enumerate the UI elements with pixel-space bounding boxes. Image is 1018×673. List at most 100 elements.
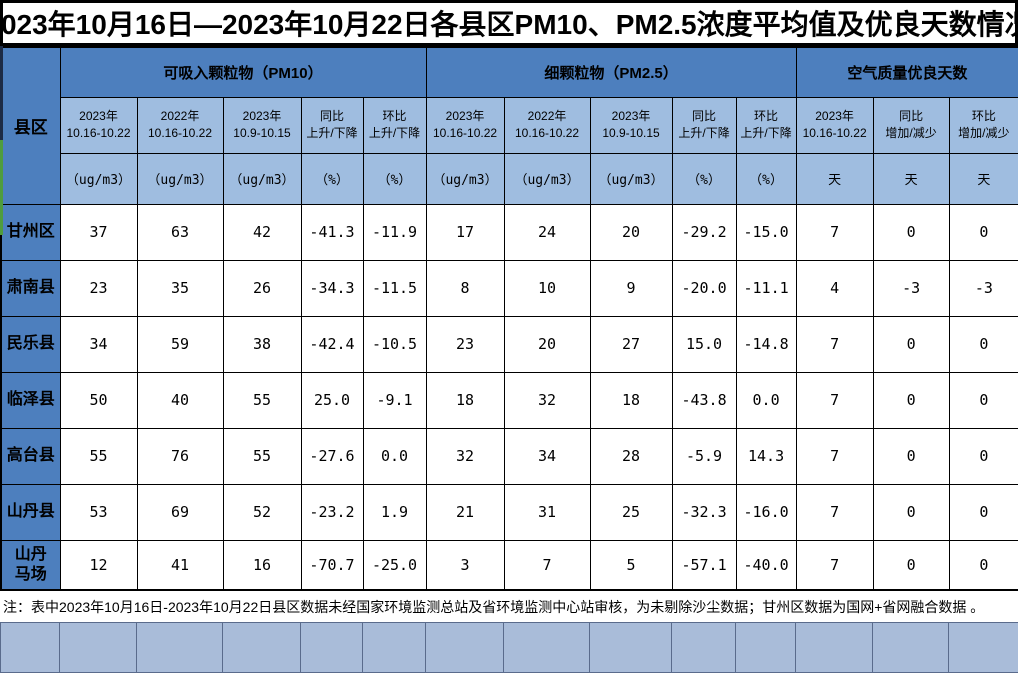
data-cell[interactable]: 5 bbox=[590, 540, 672, 590]
data-cell[interactable]: -11.9 bbox=[363, 204, 426, 260]
data-cell[interactable]: 23 bbox=[60, 260, 137, 316]
data-cell[interactable]: -16.0 bbox=[736, 484, 796, 540]
data-cell[interactable]: -23.2 bbox=[301, 484, 363, 540]
data-cell[interactable]: 18 bbox=[426, 372, 504, 428]
data-cell[interactable]: -11.5 bbox=[363, 260, 426, 316]
data-cell[interactable]: 9 bbox=[590, 260, 672, 316]
county-name[interactable]: 临泽县 bbox=[1, 372, 60, 428]
data-cell[interactable]: 55 bbox=[223, 428, 301, 484]
data-cell[interactable]: 7 bbox=[796, 428, 873, 484]
county-name[interactable]: 山丹县 bbox=[1, 484, 60, 540]
data-cell[interactable]: 53 bbox=[60, 484, 137, 540]
data-cell[interactable]: -32.3 bbox=[672, 484, 736, 540]
data-cell[interactable]: 7 bbox=[796, 484, 873, 540]
county-name[interactable]: 高台县 bbox=[1, 428, 60, 484]
data-cell[interactable]: 27 bbox=[590, 316, 672, 372]
data-cell[interactable]: -3 bbox=[949, 260, 1018, 316]
data-cell[interactable]: 25.0 bbox=[301, 372, 363, 428]
data-cell[interactable]: 0 bbox=[949, 484, 1018, 540]
data-cell[interactable]: -10.5 bbox=[363, 316, 426, 372]
data-cell[interactable]: -29.2 bbox=[672, 204, 736, 260]
data-cell[interactable]: 20 bbox=[590, 204, 672, 260]
data-cell[interactable]: -3 bbox=[873, 260, 949, 316]
data-cell[interactable]: 7 bbox=[796, 540, 873, 590]
data-cell[interactable]: 28 bbox=[590, 428, 672, 484]
data-cell[interactable]: -41.3 bbox=[301, 204, 363, 260]
data-cell[interactable]: 25 bbox=[590, 484, 672, 540]
data-cell[interactable]: -43.8 bbox=[672, 372, 736, 428]
data-cell[interactable]: 7 bbox=[796, 204, 873, 260]
data-cell[interactable]: 7 bbox=[796, 316, 873, 372]
data-cell[interactable]: -20.0 bbox=[672, 260, 736, 316]
data-cell[interactable]: 24 bbox=[504, 204, 590, 260]
data-cell[interactable]: 0 bbox=[873, 540, 949, 590]
data-cell[interactable]: 0 bbox=[949, 540, 1018, 590]
data-cell[interactable]: -40.0 bbox=[736, 540, 796, 590]
data-cell[interactable]: 14.3 bbox=[736, 428, 796, 484]
data-cell[interactable]: 15.0 bbox=[672, 316, 736, 372]
data-cell[interactable]: -5.9 bbox=[672, 428, 736, 484]
data-cell[interactable]: 26 bbox=[223, 260, 301, 316]
data-cell[interactable]: 55 bbox=[60, 428, 137, 484]
data-cell[interactable]: 52 bbox=[223, 484, 301, 540]
data-cell[interactable]: 0 bbox=[949, 428, 1018, 484]
data-cell[interactable]: 69 bbox=[137, 484, 223, 540]
data-cell[interactable]: 63 bbox=[137, 204, 223, 260]
county-name[interactable]: 民乐县 bbox=[1, 316, 60, 372]
data-cell[interactable]: 12 bbox=[60, 540, 137, 590]
data-cell[interactable]: 8 bbox=[426, 260, 504, 316]
data-cell[interactable]: 0.0 bbox=[363, 428, 426, 484]
data-cell[interactable]: 20 bbox=[504, 316, 590, 372]
data-cell[interactable]: 35 bbox=[137, 260, 223, 316]
data-cell[interactable]: 16 bbox=[223, 540, 301, 590]
data-cell[interactable]: 17 bbox=[426, 204, 504, 260]
data-cell[interactable]: 32 bbox=[504, 372, 590, 428]
data-cell[interactable]: 34 bbox=[504, 428, 590, 484]
data-cell[interactable]: -27.6 bbox=[301, 428, 363, 484]
data-cell[interactable]: -9.1 bbox=[363, 372, 426, 428]
data-cell[interactable]: 55 bbox=[223, 372, 301, 428]
data-cell[interactable]: 4 bbox=[796, 260, 873, 316]
data-cell[interactable]: -25.0 bbox=[363, 540, 426, 590]
data-cell[interactable]: -42.4 bbox=[301, 316, 363, 372]
data-cell[interactable]: 32 bbox=[426, 428, 504, 484]
data-cell[interactable]: 0 bbox=[873, 316, 949, 372]
data-cell[interactable]: 1.9 bbox=[363, 484, 426, 540]
data-cell[interactable]: -15.0 bbox=[736, 204, 796, 260]
data-cell[interactable]: 38 bbox=[223, 316, 301, 372]
county-name[interactable]: 山丹 马场 bbox=[1, 540, 60, 590]
data-cell[interactable]: 23 bbox=[426, 316, 504, 372]
data-cell[interactable]: 18 bbox=[590, 372, 672, 428]
data-cell[interactable]: 10 bbox=[504, 260, 590, 316]
data-cell[interactable]: 0 bbox=[949, 316, 1018, 372]
data-cell[interactable]: 31 bbox=[504, 484, 590, 540]
data-cell[interactable]: -11.1 bbox=[736, 260, 796, 316]
data-cell[interactable]: 37 bbox=[60, 204, 137, 260]
data-cell[interactable]: 0 bbox=[873, 484, 949, 540]
data-cell[interactable]: 0.0 bbox=[736, 372, 796, 428]
data-cell[interactable]: 7 bbox=[796, 372, 873, 428]
data-cell[interactable]: -70.7 bbox=[301, 540, 363, 590]
data-cell[interactable]: 76 bbox=[137, 428, 223, 484]
county-name[interactable]: 甘州区 bbox=[1, 204, 60, 260]
data-cell[interactable]: 50 bbox=[60, 372, 137, 428]
data-cell[interactable]: 41 bbox=[137, 540, 223, 590]
bottom-strip-cell bbox=[223, 623, 301, 673]
data-cell[interactable]: 0 bbox=[873, 204, 949, 260]
data-cell[interactable]: 0 bbox=[873, 428, 949, 484]
data-cell[interactable]: 59 bbox=[137, 316, 223, 372]
data-cell[interactable]: -57.1 bbox=[672, 540, 736, 590]
data-cell[interactable]: 3 bbox=[426, 540, 504, 590]
data-cell[interactable]: 0 bbox=[873, 372, 949, 428]
data-cell[interactable]: 34 bbox=[60, 316, 137, 372]
data-cell[interactable]: 21 bbox=[426, 484, 504, 540]
county-name[interactable]: 肃南县 bbox=[1, 260, 60, 316]
data-cell[interactable]: -14.8 bbox=[736, 316, 796, 372]
data-cell[interactable]: 42 bbox=[223, 204, 301, 260]
data-cell[interactable]: 7 bbox=[504, 540, 590, 590]
data-cell[interactable]: 40 bbox=[137, 372, 223, 428]
data-cell[interactable]: -34.3 bbox=[301, 260, 363, 316]
data-cell[interactable]: 0 bbox=[949, 372, 1018, 428]
data-cell[interactable]: 0 bbox=[949, 204, 1018, 260]
